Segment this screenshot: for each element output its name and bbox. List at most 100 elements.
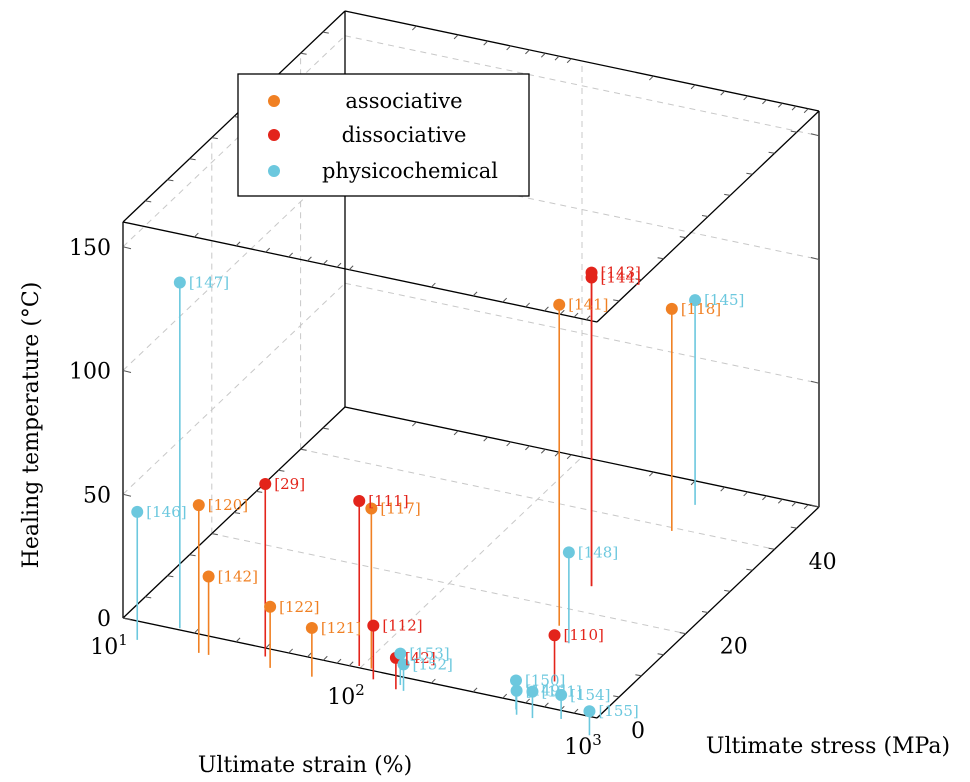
y-minor-tick [724, 193, 731, 196]
x-minor-tick [430, 282, 436, 288]
y-minor-tick [701, 215, 709, 217]
data-label-143: [143] [601, 264, 641, 282]
z-axis-label: Healing temperature (°C) [19, 282, 44, 569]
data-point-118 [665, 302, 678, 315]
x-minor-tick [430, 678, 436, 684]
y-minor-tick [613, 695, 620, 698]
axis-box-edge [122, 221, 598, 323]
data-label-155: [155] [598, 702, 638, 720]
x-minor-tick [348, 661, 354, 667]
x-minor-tick [648, 75, 654, 81]
y-minor-tick [167, 575, 174, 578]
x-minor-tick [777, 498, 783, 504]
x-minor-tick [566, 454, 572, 460]
y-axis-label: Ultimate stress (MPa) [706, 734, 950, 759]
y-minor-tick [211, 137, 218, 140]
y-minor-tick [145, 596, 152, 599]
x-minor-tick [544, 306, 549, 312]
y-minor-tick [768, 151, 775, 154]
z-tick [122, 370, 132, 373]
axis-box-edge [344, 406, 820, 508]
x-minor-tick [322, 655, 328, 661]
y-tick-label: 40 [809, 550, 837, 575]
x-minor-tick [336, 658, 342, 664]
x-minor-tick [265, 643, 271, 649]
x-minor-tick [720, 90, 726, 96]
data-label-150: [150] [525, 671, 565, 689]
data-point-117 [365, 502, 378, 515]
y-minor-tick [768, 547, 775, 550]
points-layer [131, 266, 702, 718]
x-minor-tick [540, 448, 546, 454]
x-minor-tick [525, 445, 530, 451]
y-minor-tick [256, 490, 263, 493]
y-minor-tick [635, 674, 642, 677]
x-minor-tick [525, 302, 531, 308]
x-minor-tick [544, 702, 549, 708]
x-axis-label: Ultimate strain (%) [198, 753, 412, 778]
data-label-151: [151] [541, 683, 581, 701]
x-minor-tick [453, 430, 459, 436]
data-point-120 [192, 499, 205, 512]
x-minor-tick [506, 441, 512, 447]
x-minor-tick [803, 504, 809, 510]
data-label-42: [42] [405, 649, 436, 667]
z-tick [122, 246, 132, 250]
x-minor-tick [506, 45, 512, 51]
x-minor-tick [743, 491, 749, 497]
x-minor-tick [573, 708, 579, 714]
data-label-120: [120] [208, 496, 248, 514]
y-minor-tick [278, 469, 285, 472]
y-minor-tick [189, 158, 196, 161]
axis-box-edge [122, 617, 598, 719]
x-minor-tick [288, 648, 294, 654]
x-minor-tick [235, 637, 241, 643]
x-minor-tick [540, 52, 546, 58]
tick-labels-layer: 0 50 100 150 0 20 40 101 102 103 [69, 236, 837, 760]
data-label-29: [29] [274, 475, 305, 493]
z-tick [810, 504, 820, 508]
gridline-z [122, 35, 346, 248]
y-minor-tick [746, 568, 753, 571]
data-point-146 [131, 505, 144, 518]
data-label-148: [148] [578, 543, 618, 561]
x-minor-tick [235, 241, 241, 247]
data-point-147 [173, 276, 186, 289]
data-point-155 [583, 705, 596, 718]
data-point-149 [510, 684, 523, 697]
y-minor-tick [613, 299, 620, 302]
y-minor-tick [701, 611, 709, 613]
y-minor-tick [167, 179, 174, 182]
y-minor-tick [724, 589, 731, 592]
x-minor-tick [648, 471, 654, 477]
y-minor-tick [635, 278, 642, 281]
data-point-154 [555, 688, 568, 701]
z-tick-label: 50 [83, 483, 111, 508]
x-minor-tick [554, 451, 560, 457]
y-minor-tick [189, 554, 196, 557]
z-tick-label: 0 [97, 607, 111, 632]
data-label-141: [141] [568, 296, 608, 314]
data-point-145 [689, 294, 702, 307]
x-tick-label: 103 [564, 731, 602, 760]
data-point-144 [585, 271, 598, 284]
data-label-118: [118] [681, 300, 721, 318]
x-minor-tick [472, 291, 478, 297]
x-minor-tick [791, 105, 797, 111]
y-minor-tick [322, 31, 329, 34]
x-minor-tick [288, 252, 294, 258]
z-tick-label: 100 [69, 360, 111, 385]
y-minor-tick [145, 200, 152, 203]
data-label-117: [117] [380, 499, 420, 517]
data-label-145: [145] [704, 291, 744, 309]
data-label-153: [153] [409, 645, 449, 663]
x-minor-tick [483, 40, 489, 46]
data-point-148 [562, 546, 575, 559]
x-minor-tick [803, 108, 809, 114]
data-label-146: [146] [146, 503, 186, 521]
x-minor-tick [762, 495, 767, 501]
x-minor-tick [483, 436, 489, 442]
y-minor-tick [211, 533, 218, 536]
y-minor-tick [322, 427, 329, 430]
data-point-152 [397, 658, 410, 671]
